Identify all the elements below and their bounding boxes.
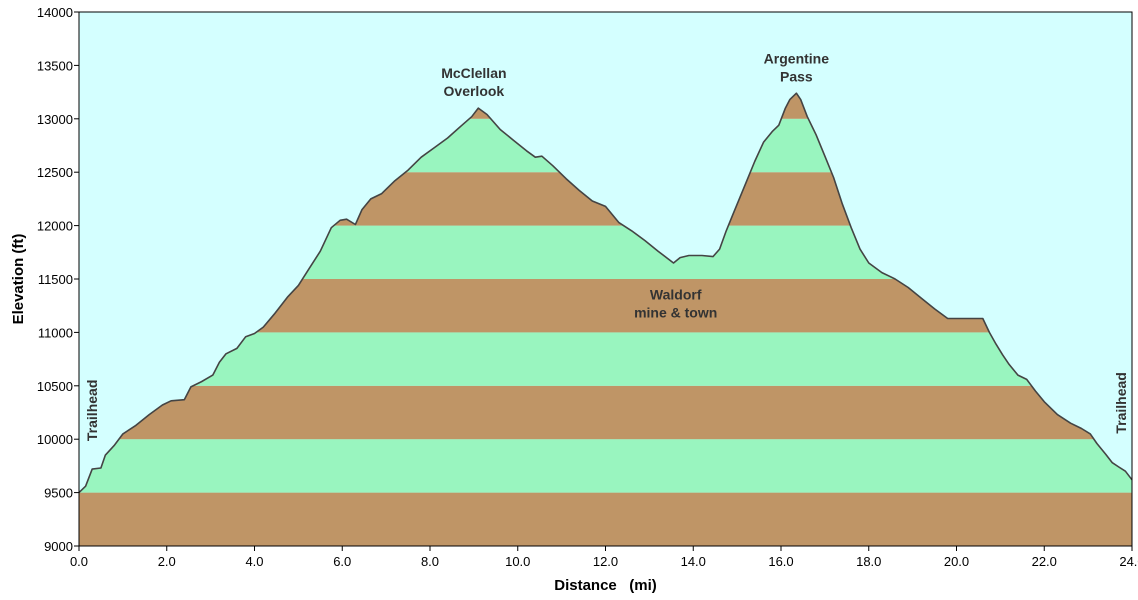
elevation-band [79,385,1132,440]
y-tick-label: 14000 [37,5,73,20]
y-tick-label: 13000 [37,112,73,127]
y-tick-label: 9000 [44,539,73,554]
x-tick-label: 14.0 [681,554,706,569]
y-tick-label: 11500 [38,272,73,287]
elevation-band [79,439,1132,493]
x-tick-label: 10.0 [505,554,530,569]
y-axis: 9000 9500 10000 10500 11000 11500 12000 12500 13… [37,5,79,554]
x-tick-label: 16.0 [768,554,793,569]
y-tick-label: 12000 [37,219,73,234]
x-tick-label: 4.0 [245,554,263,569]
elevation-band [79,492,1132,546]
annotation-label: Trailhead [1113,372,1129,433]
annotation-line: Overlook [444,83,505,99]
annotation-label: Trailhead [84,380,100,441]
annotation-line: Argentine [764,50,830,66]
x-tick-label: 22.0 [1032,554,1057,569]
annotation-line: mine & town [634,304,717,320]
x-tick-label: 12.0 [593,554,618,569]
annotation-line: Pass [780,68,813,84]
y-tick-label: 10000 [37,432,73,447]
x-tick-label: 2.0 [158,554,176,569]
elevation-band [79,332,1132,386]
chart-annotations: McClellan Overlook Argentine Pass Waldorf min… [84,50,1129,441]
annotation-label: McClellan Overlook [441,65,506,99]
x-tick-label: 18.0 [856,554,881,569]
x-axis: 0.0 2.0 4.0 6.0 8.0 10.0 12.0 14.0 16.0 18.0 20.0 2… [70,546,1138,569]
y-tick-label: 13500 [37,58,73,73]
y-tick-label: 9500 [44,486,73,501]
annotation-label: Argentine Pass [764,50,830,84]
annotation-label: Waldorf mine & town [634,286,717,320]
y-tick-label: 10500 [37,379,73,394]
x-tick-label: 6.0 [333,554,351,569]
x-axis-title: Distance (mi) [554,577,657,594]
x-tick-label: 20.0 [944,554,969,569]
annotation-line: Waldorf [650,286,702,302]
elevation-profile-line [78,92,1133,494]
x-tick-label: 24.0 [1119,554,1138,569]
x-tick-label: 0.0 [70,554,88,569]
y-tick-label: 11000 [38,325,73,340]
y-axis-title: Elevation (ft) [10,234,27,325]
x-tick-label: 8.0 [421,554,439,569]
annotation-line: McClellan [441,65,506,81]
y-tick-label: 12500 [37,165,73,180]
